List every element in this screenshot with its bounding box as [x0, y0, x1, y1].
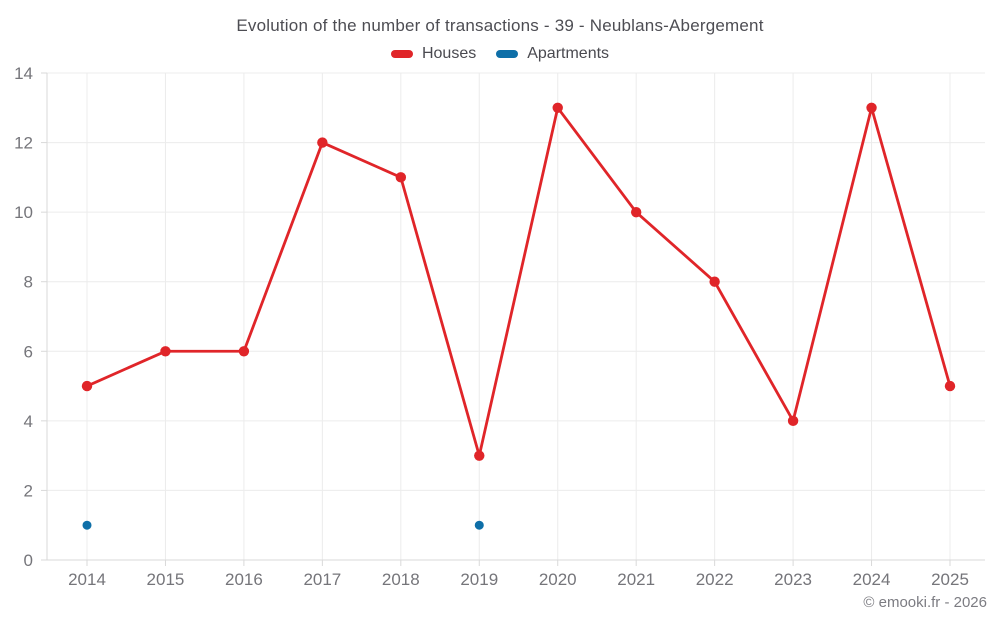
- houses-point: [474, 450, 485, 461]
- y-tick-label: 0: [24, 551, 33, 570]
- x-tick-label: 2019: [460, 570, 498, 589]
- houses-point: [709, 276, 720, 287]
- x-tick-label: 2023: [774, 570, 812, 589]
- houses-point: [630, 206, 642, 218]
- x-tick-label: 2017: [303, 570, 341, 589]
- houses-point: [395, 172, 407, 183]
- houses-legend-label: Houses: [421, 45, 477, 62]
- x-tick-label: 2025: [931, 570, 969, 589]
- y-tick-label: 12: [14, 134, 33, 153]
- x-tick-label: 2024: [853, 570, 891, 589]
- x-tick-label: 2020: [539, 570, 577, 589]
- x-tick-label: 2014: [68, 570, 106, 589]
- x-tick-label: 2022: [696, 570, 734, 589]
- houses-point: [160, 346, 171, 357]
- y-tick-label: 6: [24, 342, 33, 361]
- houses-point: [866, 102, 877, 113]
- legend-item-apartments[interactable]: Apartments: [496, 45, 609, 63]
- y-tick-label: 2: [24, 481, 33, 500]
- y-tick-label: 4: [24, 412, 33, 431]
- footer-credit: © emooki.fr - 2026: [863, 594, 987, 611]
- houses-point: [552, 102, 563, 113]
- y-tick-label: 8: [24, 273, 33, 292]
- x-tick-label: 2015: [147, 570, 185, 589]
- houses-point: [787, 415, 799, 427]
- apartments-point: [82, 520, 92, 530]
- houses-point: [317, 137, 328, 148]
- y-tick-label: 10: [14, 203, 33, 222]
- houses-legend-swatch-icon: [390, 50, 413, 58]
- x-tick-label: 2021: [617, 570, 655, 589]
- apartments-legend-label: Apartments: [527, 45, 610, 62]
- y-tick-label: 14: [14, 64, 33, 83]
- apartments-legend-swatch-icon: [496, 50, 519, 58]
- x-tick-label: 2018: [382, 570, 420, 589]
- apartments-point: [474, 520, 484, 530]
- houses-point: [81, 380, 93, 392]
- legend: Houses Apartments: [0, 45, 1000, 63]
- houses-line: [85, 106, 952, 458]
- chart-title: Evolution of the number of transactions …: [236, 16, 764, 35]
- houses-point: [944, 380, 956, 392]
- legend-item-houses[interactable]: Houses: [390, 45, 477, 63]
- x-tick-label: 2016: [225, 570, 263, 589]
- houses-point: [238, 346, 250, 357]
